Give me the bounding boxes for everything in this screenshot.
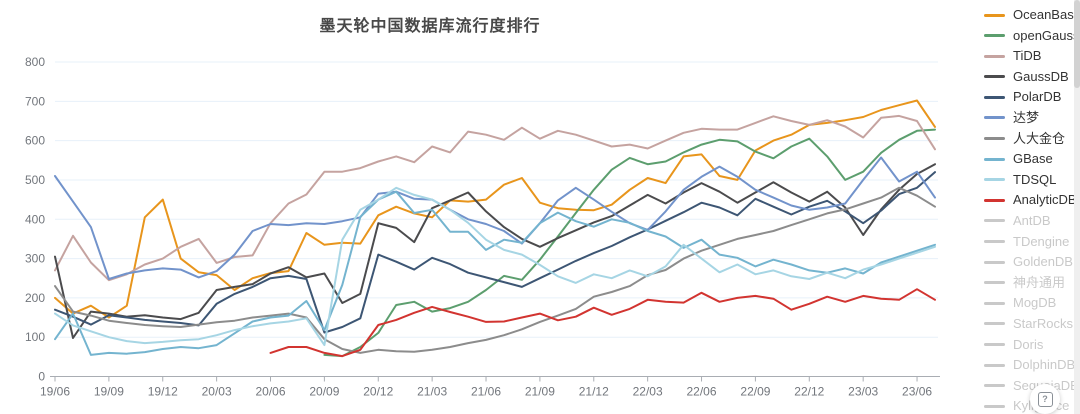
y-tick-label: 600 — [25, 134, 45, 148]
legend-swatch — [984, 116, 1005, 120]
legend-item-OceanBase[interactable]: OceanBase — [984, 8, 1080, 22]
legend-item-openGauss[interactable]: openGauss — [984, 28, 1080, 43]
legend-item-人大金仓[interactable]: 人大金仓 — [984, 130, 1076, 146]
scrollbar-thumb[interactable] — [1074, 0, 1080, 88]
legend-item-GaussDB[interactable]: GaussDB — [984, 68, 1076, 84]
legend-label: GoldenDB — [1013, 254, 1073, 270]
help-button[interactable]: ? — [1030, 384, 1060, 414]
legend-item-DolphinDB[interactable]: DolphinDB — [984, 358, 1076, 372]
x-tick-label: 22/12 — [794, 385, 824, 399]
legend-swatch — [984, 343, 1005, 346]
y-tick-label: 100 — [25, 330, 45, 344]
x-tick-label: 22/03 — [633, 385, 663, 399]
legend-swatch — [984, 54, 1005, 58]
legend-item-Doris[interactable]: Doris — [984, 336, 1076, 352]
series-line-openGauss — [323, 128, 936, 358]
x-tick-label: 20/09 — [309, 385, 339, 399]
x-tick-label: 21/06 — [471, 385, 501, 399]
y-tick-label: 400 — [25, 212, 45, 226]
legend-label: TDengine — [1013, 233, 1070, 249]
legend-item-PolarDB[interactable]: PolarDB — [984, 90, 1076, 104]
y-tick-label: 0 — [38, 370, 45, 384]
legend-item-GoldenDB[interactable]: GoldenDB — [984, 255, 1076, 269]
x-tick-label: 20/03 — [202, 385, 232, 399]
series-line-GaussDB — [54, 163, 936, 339]
x-tick-label: 19/09 — [94, 385, 124, 399]
legend-swatch — [984, 75, 1005, 79]
legend-item-TiDB[interactable]: TiDB — [984, 49, 1076, 63]
legend-label: Doris — [1013, 336, 1044, 352]
legend-swatch — [984, 260, 1005, 264]
legend-label: TiDB — [1013, 48, 1042, 64]
legend-label: 达梦 — [1013, 109, 1040, 125]
legend-item-MogDB[interactable]: MogDB — [984, 296, 1076, 310]
legend-swatch — [984, 198, 1005, 202]
x-tick-label: 21/03 — [417, 385, 447, 399]
y-tick-label: 200 — [25, 291, 45, 305]
legend-item-AntDB[interactable]: AntDB — [984, 212, 1076, 228]
legend-item-神舟通用[interactable]: 神舟通用 — [984, 274, 1076, 290]
legend-swatch — [984, 240, 1005, 244]
legend-swatch — [984, 157, 1005, 161]
x-tick-label: 19/06 — [40, 385, 70, 399]
series-line-PolarDB — [54, 171, 936, 334]
legend-label: GaussDB — [1013, 68, 1069, 84]
legend-item-GBase[interactable]: GBase — [984, 152, 1076, 166]
legend-swatch — [984, 281, 1005, 285]
y-tick-label: 800 — [25, 55, 45, 69]
series-line-TDSQL — [54, 186, 936, 347]
legend: OceanBase openGauss TiDB GaussDB PolarDB 达梦人大… — [984, 8, 1080, 413]
series-line-TiDB — [54, 114, 936, 282]
legend-label: 人大金仓 — [1013, 130, 1066, 146]
line-chart[interactable]: 0 100 200 300 400 500 600 700 800 19/06 19/09 19/12… — [0, 0, 960, 414]
legend-item-达梦[interactable]: 达梦 — [984, 109, 1076, 125]
legend-item-AnalyticDB[interactable]: AnalyticDB — [984, 192, 1077, 208]
y-tick-label: 500 — [25, 173, 45, 187]
x-tick-label: 20/12 — [363, 385, 393, 399]
x-tick-label: 23/06 — [902, 385, 932, 399]
legend-item-TDSQL[interactable]: TDSQL — [984, 171, 1076, 187]
legend-swatch — [984, 322, 1005, 326]
legend-label: MogDB — [1013, 295, 1057, 311]
legend-item-SequoiaDB[interactable]: SequoiaDB — [984, 378, 1079, 393]
legend-swatch — [984, 363, 1005, 367]
x-tick-label: 22/06 — [687, 385, 717, 399]
legend-swatch — [984, 137, 1005, 141]
legend-swatch — [984, 404, 1005, 408]
x-tick-label: 20/06 — [255, 385, 285, 399]
legend-label: TDSQL — [1013, 171, 1057, 187]
legend-item-TDengine[interactable]: TDengine — [984, 233, 1076, 249]
legend-label: OceanBase — [1013, 7, 1080, 22]
x-tick-label: 19/12 — [148, 385, 178, 399]
scrollbar[interactable] — [1074, 0, 1080, 414]
legend-swatch — [984, 178, 1005, 182]
legend-swatch — [984, 301, 1005, 305]
legend-label: openGauss — [1013, 27, 1080, 43]
legend-label: AnalyticDB — [1013, 192, 1077, 208]
legend-swatch — [984, 95, 1005, 99]
series-line-人大金仓 — [54, 186, 936, 354]
series-line-达梦 — [54, 156, 936, 280]
legend-label: GBase — [1013, 151, 1053, 167]
legend-label: DolphinDB — [1013, 357, 1076, 373]
legend-swatch — [984, 384, 1005, 388]
legend-item-StarRocks[interactable]: StarRocks — [984, 315, 1076, 331]
legend-label: PolarDB — [1013, 89, 1062, 105]
x-tick-label: 22/09 — [740, 385, 770, 399]
legend-swatch — [984, 34, 1005, 38]
y-tick-label: 300 — [25, 252, 45, 266]
chart-title: 墨天轮中国数据库流行度排行 — [319, 18, 541, 35]
series-line-OceanBase — [54, 99, 936, 319]
legend-swatch — [984, 13, 1005, 17]
x-tick-label: 21/09 — [525, 385, 555, 399]
legend-label: AntDB — [1013, 212, 1051, 228]
x-tick-label: 23/03 — [848, 385, 878, 399]
legend-swatch — [984, 219, 1005, 223]
y-tick-label: 700 — [25, 94, 45, 108]
legend-label: StarRocks — [1013, 315, 1073, 331]
help-icon: ? — [1037, 391, 1053, 407]
legend-label: 神舟通用 — [1013, 274, 1066, 290]
x-tick-label: 21/12 — [579, 385, 609, 399]
series-line-AnalyticDB — [269, 288, 936, 358]
